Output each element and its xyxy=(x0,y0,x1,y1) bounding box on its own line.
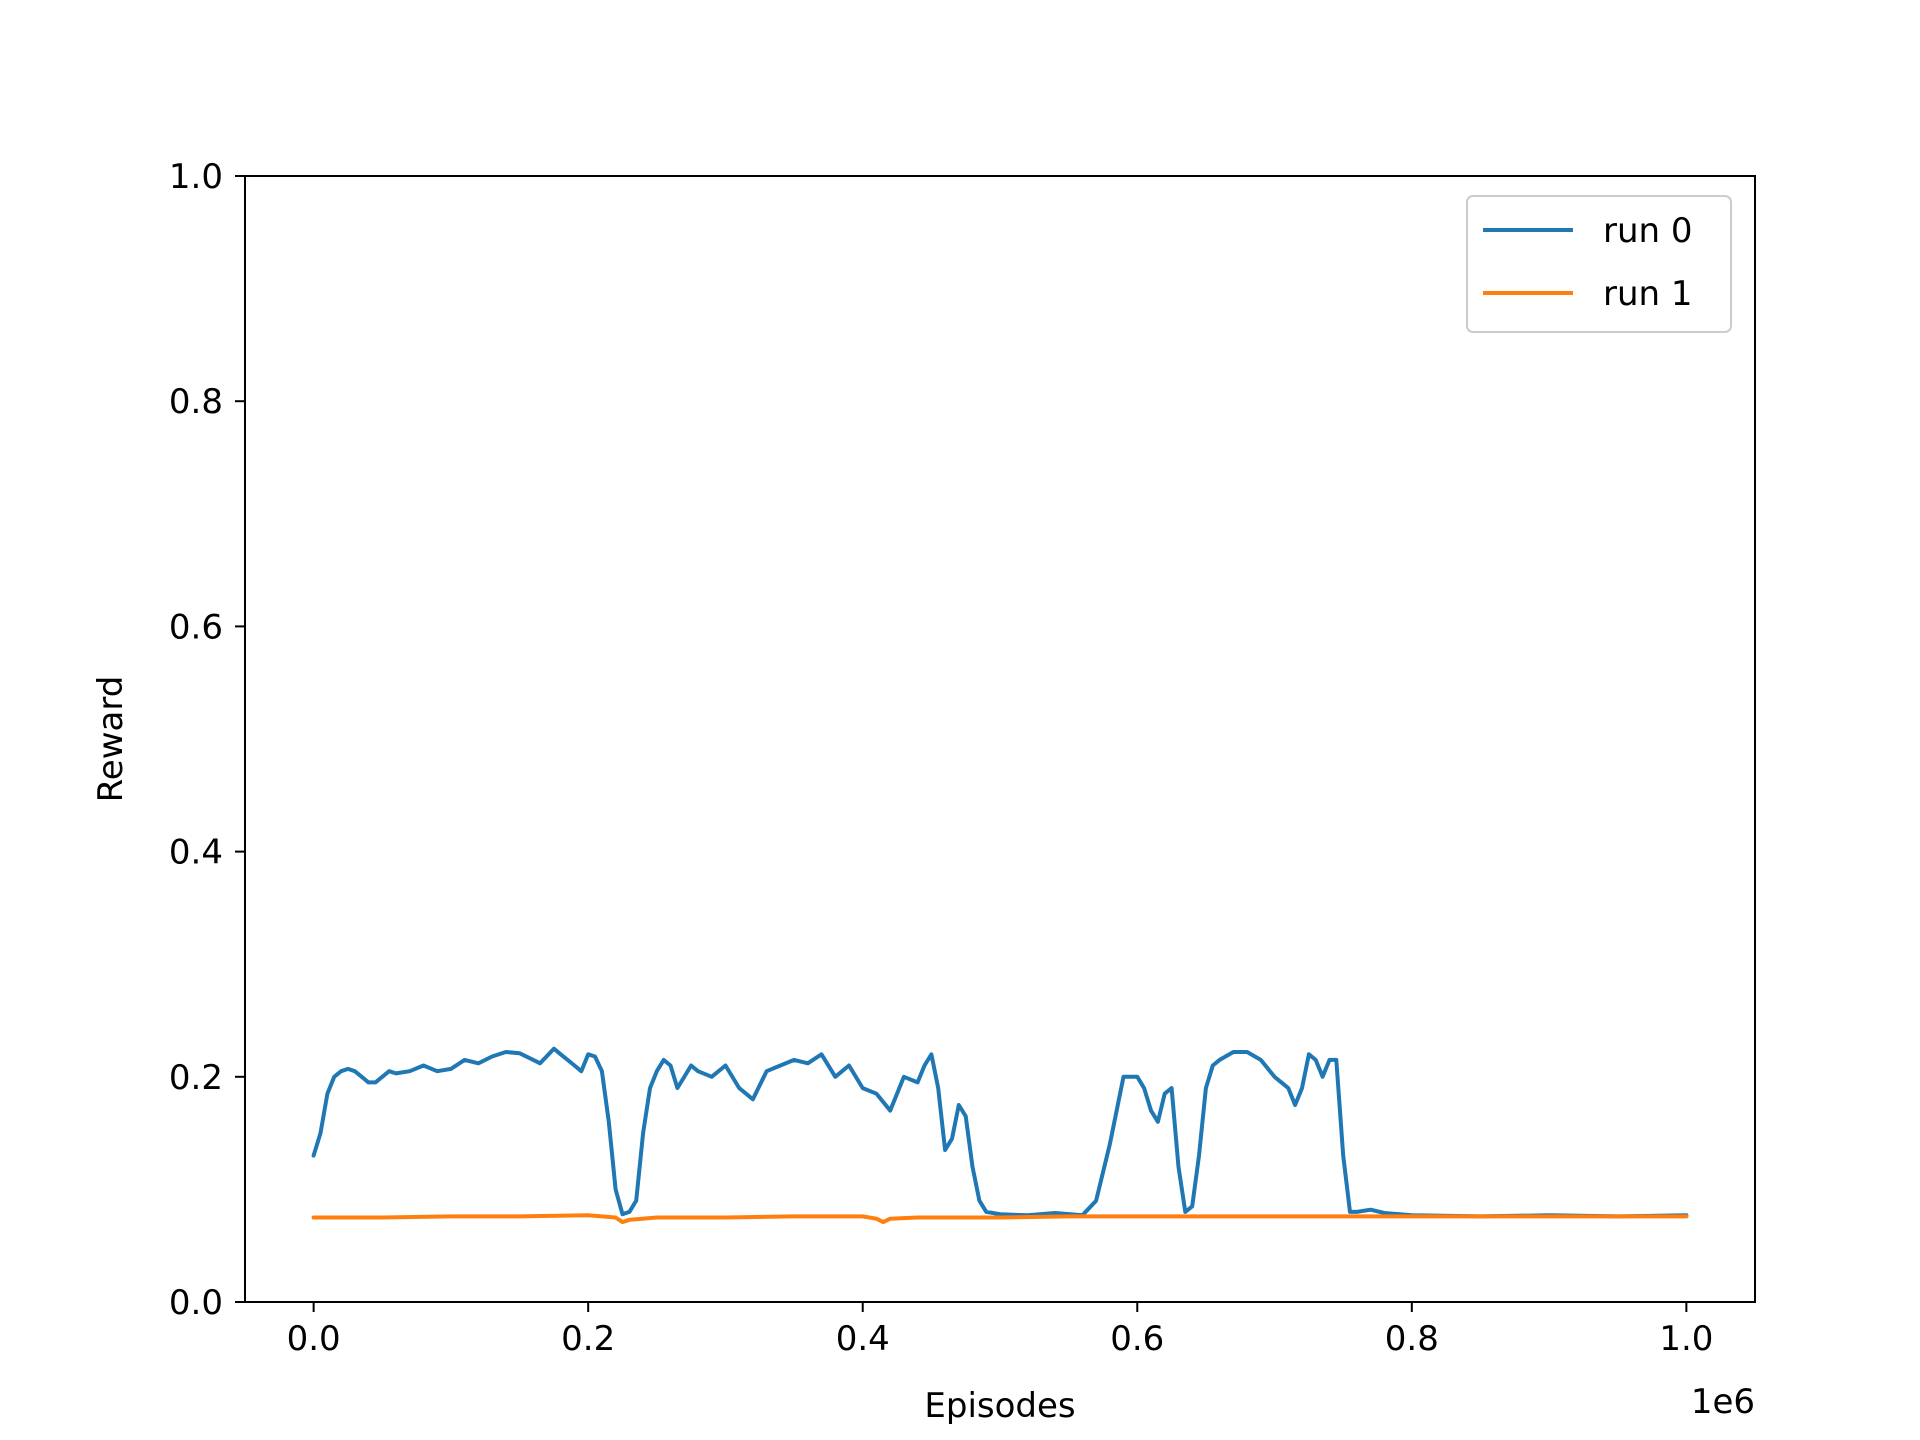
plot-frame xyxy=(244,175,1756,1303)
y-axis-label: Reward xyxy=(91,676,131,803)
legend-label-1: run 1 xyxy=(1603,274,1693,314)
x-tick-label: 1.0 xyxy=(1659,1319,1713,1359)
series-line-1 xyxy=(311,1213,1689,1225)
legend: run 0 run 1 xyxy=(1466,195,1732,333)
series-layer xyxy=(311,1046,1689,1225)
y-axis-ticks: 0.0 0.2 0.4 0.6 0.8 1.0 xyxy=(169,157,245,1323)
y-tick-label: 0.2 xyxy=(169,1058,223,1098)
series-line-0 xyxy=(311,1046,1689,1219)
y-tick-label: 0.4 xyxy=(169,833,223,873)
legend-label-0: run 0 xyxy=(1603,211,1693,251)
x-axis-offset-label: 1e6 xyxy=(1691,1382,1755,1422)
x-tick-label: 0.2 xyxy=(561,1319,615,1359)
x-axis-label: Episodes xyxy=(924,1386,1075,1426)
x-tick-label: 0.0 xyxy=(287,1319,341,1359)
x-tick-label: 0.8 xyxy=(1385,1319,1439,1359)
x-tick-label: 0.4 xyxy=(836,1319,890,1359)
x-tick-label: 0.6 xyxy=(1110,1319,1164,1359)
y-tick-label: 0.6 xyxy=(169,607,223,647)
x-axis-ticks: 0.0 0.2 0.4 0.6 0.8 1.0 xyxy=(287,1302,1713,1359)
y-tick-label: 0.8 xyxy=(169,382,223,422)
y-tick-label: 1.0 xyxy=(169,157,223,197)
y-tick-label: 0.0 xyxy=(169,1283,223,1323)
